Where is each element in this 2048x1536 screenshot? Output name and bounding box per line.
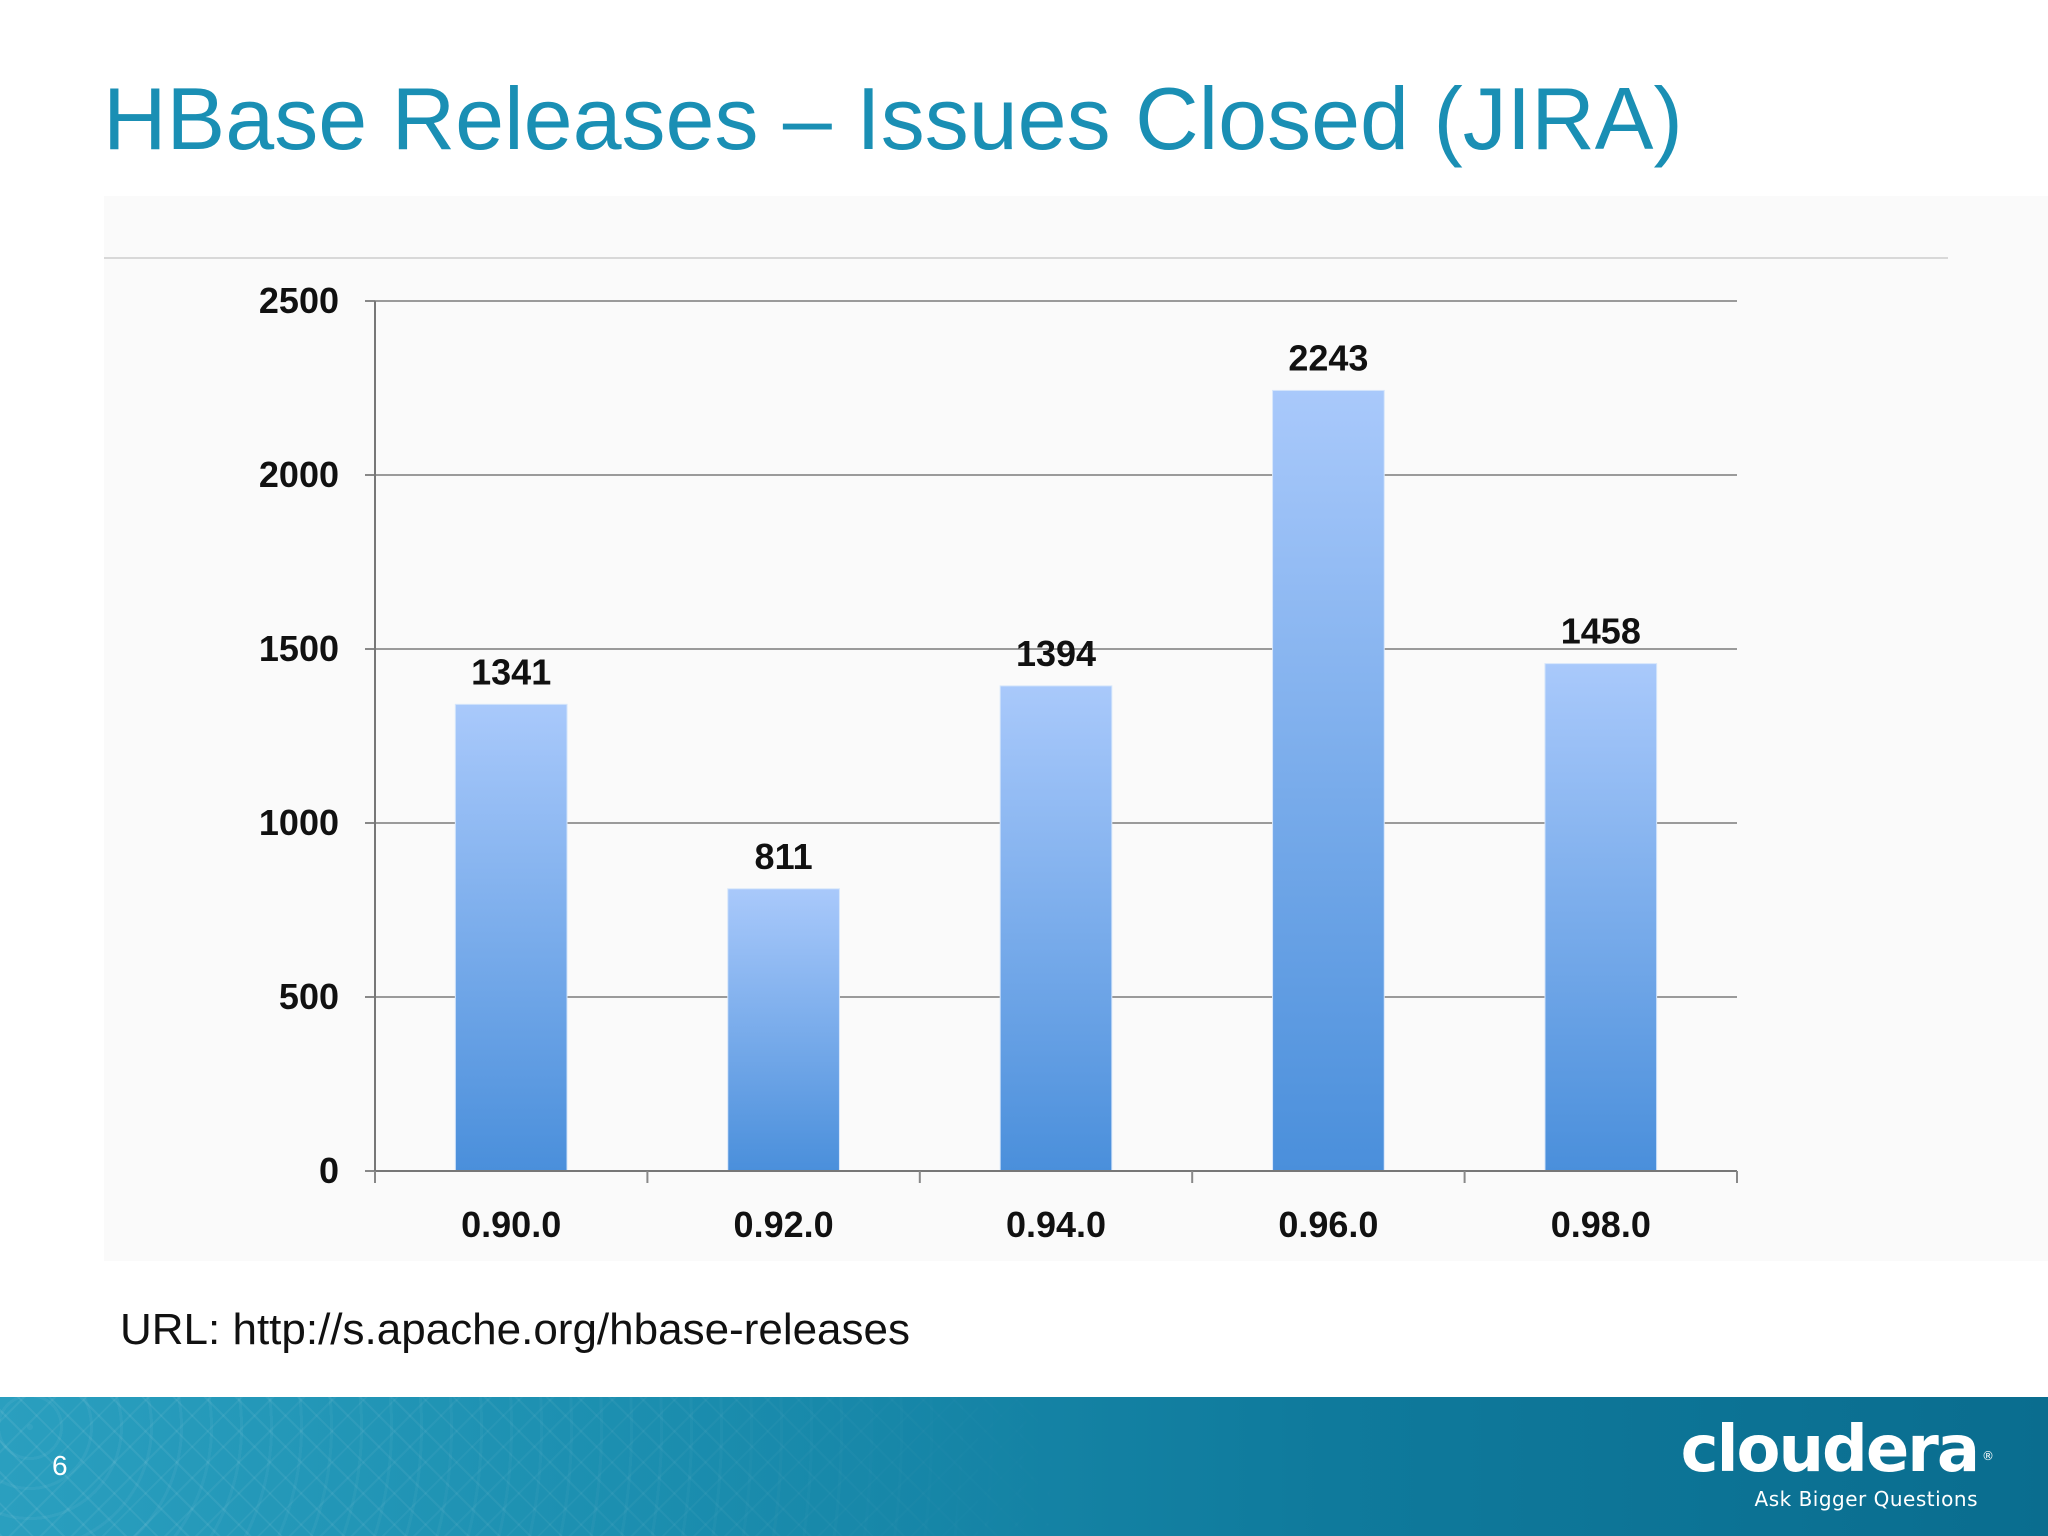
x-tick-label-0.98.0: 0.98.0 <box>1551 1204 1651 1245</box>
bar-0.94.0 <box>999 685 1113 1172</box>
bars <box>454 389 1658 1172</box>
data-label-0.98.0: 1458 <box>1561 611 1641 652</box>
data-label-0.92.0: 811 <box>755 836 813 877</box>
y-tick-label: 500 <box>279 976 339 1017</box>
brand-tagline: Ask Bigger Questions <box>1754 1487 1978 1511</box>
data-label-0.94.0: 1394 <box>1016 633 1096 674</box>
cloudera-logo: cloudera ® Ask Bigger Questions <box>1681 1418 1994 1512</box>
y-tick-label: 2500 <box>259 280 339 321</box>
brand-name: cloudera ® <box>1681 1418 1994 1482</box>
bar-0.92.0 <box>727 888 840 1172</box>
brand-wordmark: cloudera <box>1680 1413 1980 1487</box>
data-label-0.96.0: 2243 <box>1288 337 1368 378</box>
y-tick-label: 1500 <box>259 628 339 669</box>
x-tick-label-0.96.0: 0.96.0 <box>1278 1204 1378 1245</box>
x-tick-label-0.94.0: 0.94.0 <box>1006 1204 1106 1245</box>
y-tick-label: 2000 <box>259 454 339 495</box>
title-divider <box>104 257 1948 259</box>
y-tick-label: 0 <box>319 1150 339 1191</box>
x-tick-label-0.90.0: 0.90.0 <box>461 1204 561 1245</box>
registered-mark: ® <box>1982 1449 1994 1463</box>
slide-title: HBase Releases – Issues Closed (JIRA) <box>103 69 1683 168</box>
bar-0.90.0 <box>454 703 568 1172</box>
data-label-0.90.0: 1341 <box>471 651 551 692</box>
y-tick-label: 1000 <box>259 802 339 843</box>
axes <box>365 300 1738 1183</box>
x-tick-label-0.92.0: 0.92.0 <box>734 1204 834 1245</box>
footer-bar <box>0 1397 2048 1536</box>
source-url[interactable]: URL: http://s.apache.org/hbase-releases <box>120 1305 911 1354</box>
page-number: 6 <box>52 1450 68 1481</box>
bar-0.98.0 <box>1544 663 1658 1172</box>
labels: 0 500 1000 1500 2000 2500 1341 0.90.0 811 0.92.0 1… <box>259 280 1651 1245</box>
bar-0.96.0 <box>1272 389 1385 1172</box>
footer-pattern <box>0 1397 1100 1536</box>
